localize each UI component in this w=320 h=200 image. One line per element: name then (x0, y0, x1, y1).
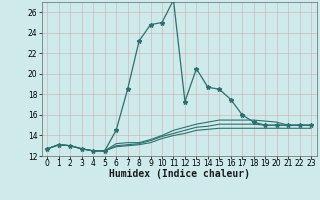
X-axis label: Humidex (Indice chaleur): Humidex (Indice chaleur) (109, 169, 250, 179)
